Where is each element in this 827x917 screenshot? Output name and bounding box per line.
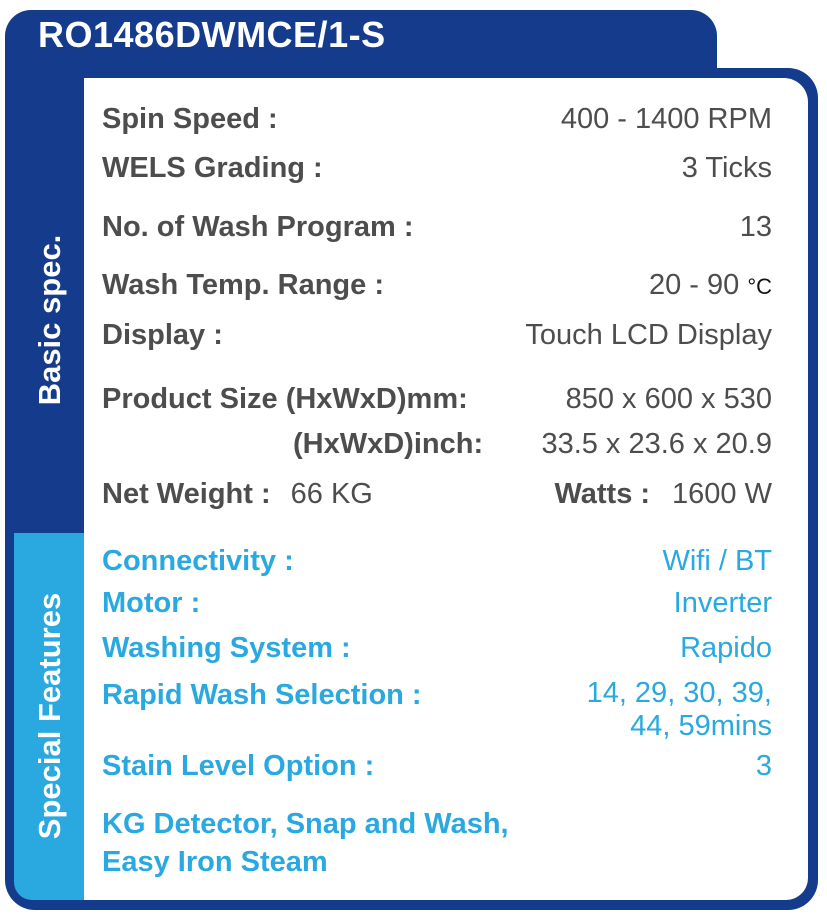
feature-value: Inverter (673, 587, 772, 619)
feature-row-rapid-wash: Rapid Wash Selection : 14, 29, 30, 39, 4… (102, 677, 772, 743)
feature-value: 3 (755, 750, 772, 782)
weight-value: 66 KG (290, 478, 373, 510)
spec-label: Display : (102, 319, 223, 351)
temp-value: 20 - 90 (648, 269, 740, 301)
spec-value: Touch LCD Display (525, 319, 772, 351)
model-title: RO1486DWMCE/1-S (38, 14, 386, 55)
feature-row-washing-system: Washing System : Rapido (102, 632, 772, 665)
feature-value: Rapido (680, 632, 772, 664)
feature-extras-line2: Easy Iron Steam (102, 846, 328, 878)
spec-row-size-inch: (HxWxD)inch: 33.5 x 23.6 x 20.9 (293, 428, 772, 461)
spec-value: 20 - 90 °C (649, 269, 772, 302)
feature-label: Connectivity : (102, 545, 294, 577)
feature-value: Wifi / BT (662, 545, 772, 577)
spec-value: 33.5 x 23.6 x 20.9 (541, 428, 772, 460)
feature-label: Rapid Wash Selection : (102, 679, 422, 711)
spec-row-spin-speed: Spin Speed : 400 - 1400 RPM (102, 103, 772, 136)
special-features-label: Special Features (32, 592, 67, 840)
feature-row-motor: Motor : Inverter (102, 587, 772, 620)
watts-value: 1600 W (672, 478, 772, 510)
rapid-wash-line1: 14, 29, 30, 39, (586, 677, 772, 709)
feature-label: Washing System : (102, 632, 351, 664)
feature-label: Motor : (102, 587, 201, 619)
temp-unit: °C (747, 274, 772, 299)
spec-label: Spin Speed : (102, 103, 278, 135)
feature-row-connectivity: Connectivity : Wifi / BT (102, 545, 772, 578)
basic-spec-label: Basic spec. (32, 234, 67, 406)
spec-value: 850 x 600 x 530 (565, 383, 772, 415)
spec-row-size-mm: Product Size (HxWxD)mm: 850 x 600 x 530 (102, 383, 772, 416)
weight-label: Net Weight : (102, 478, 271, 510)
feature-label: Stain Level Option : (102, 750, 375, 782)
rapid-wash-line2: 44, 59mins (630, 710, 772, 742)
spec-row-weight-watts: Net Weight : 66 KG Watts : 1600 W (102, 478, 772, 511)
spec-panel (84, 78, 808, 900)
basic-spec-stripe (14, 78, 84, 533)
spec-value: 13 (739, 211, 772, 243)
spec-row-display: Display : Touch LCD Display (102, 319, 772, 352)
feature-row-stain: Stain Level Option : 3 (102, 750, 772, 783)
spec-row-programs: No. of Wash Program : 13 (102, 211, 772, 244)
spec-label: No. of Wash Program : (102, 211, 414, 243)
spec-label: Wash Temp. Range : (102, 269, 384, 301)
special-features-stripe (14, 533, 84, 900)
feature-extras-line1: KG Detector, Snap and Wash, (102, 808, 509, 840)
watts-label: Watts : (554, 478, 651, 510)
spec-value: 3 Ticks (681, 152, 772, 184)
spec-row-temp: Wash Temp. Range : 20 - 90 °C (102, 269, 772, 302)
spec-value: 400 - 1400 RPM (560, 103, 772, 135)
spec-row-wels: WELS Grading : 3 Ticks (102, 152, 772, 185)
spec-label: WELS Grading : (102, 152, 323, 184)
spec-label: Product Size (HxWxD)mm: (102, 383, 468, 415)
feature-value: 14, 29, 30, 39, 44, 59mins (587, 677, 772, 743)
spec-label: (HxWxD)inch: (293, 428, 484, 460)
